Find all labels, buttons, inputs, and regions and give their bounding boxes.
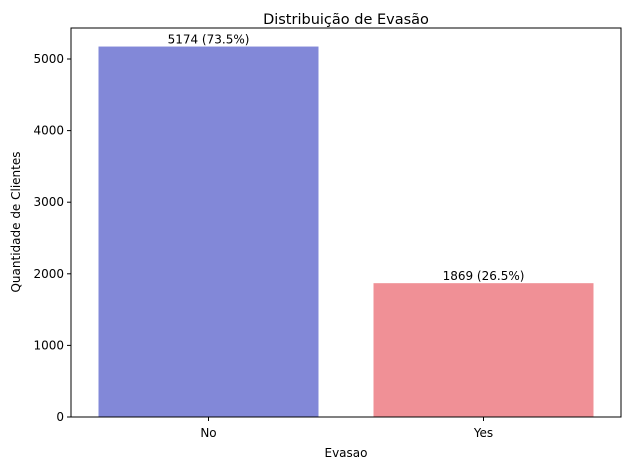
y-tick-label-0: 0	[56, 410, 64, 424]
x-axis-ticks: No Yes	[200, 417, 493, 440]
plot-frame	[70, 27, 622, 418]
y-axis-ticks: 0 1000 2000 3000 4000 5000	[33, 52, 71, 424]
y-tick-label-5000: 5000	[33, 52, 64, 66]
bar-yes	[373, 283, 594, 417]
x-tick-label-no: No	[200, 426, 216, 440]
y-axis-title: Quantidade de Clientes	[9, 151, 23, 292]
x-axis-title: Evasao	[325, 446, 368, 460]
data-label-yes: 1869 (26.5%)	[443, 269, 525, 283]
data-label-no: 5174 (73.5%)	[168, 33, 250, 47]
bar-labels-group: 5174 (73.5%) 1869 (26.5%)	[168, 33, 525, 284]
y-tick-label-3000: 3000	[33, 195, 64, 209]
x-tick-label-yes: Yes	[473, 426, 493, 440]
bar-no	[98, 46, 319, 418]
y-tick-label-4000: 4000	[33, 124, 64, 138]
y-tick-label-1000: 1000	[33, 338, 64, 352]
bars-group	[98, 46, 594, 418]
chart-title: Distribuição de Evasão	[263, 12, 429, 28]
y-tick-label-2000: 2000	[33, 267, 64, 281]
